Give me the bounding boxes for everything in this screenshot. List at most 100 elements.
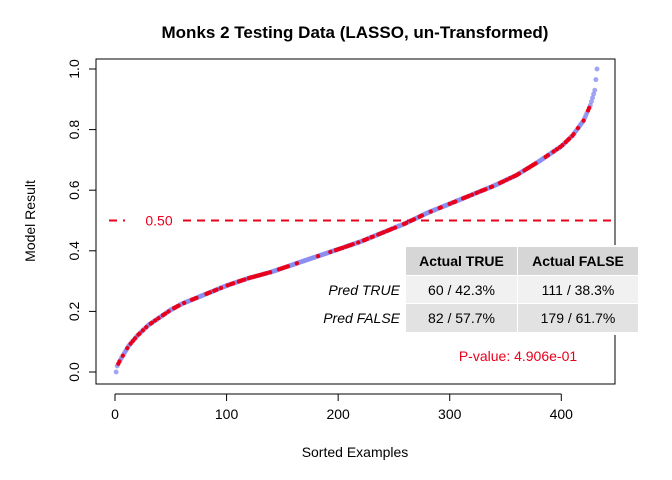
point-actual-true — [571, 131, 576, 137]
point-actual-true — [392, 225, 398, 230]
confusion-table: Actual TRUE Actual FALSE Pred TRUE 60 / 42.… — [323, 245, 639, 335]
point-actual-true — [176, 303, 181, 308]
threshold-label: 0.50 — [145, 213, 172, 229]
point-actual-true — [545, 153, 551, 158]
point-actual-true — [507, 176, 513, 181]
point-actual-true — [419, 213, 425, 218]
point-actual-true — [581, 118, 586, 123]
y-tick-label: 0.2 — [66, 301, 82, 321]
point-actual-true — [350, 242, 355, 247]
point-actual-true — [152, 318, 158, 323]
point-actual-true — [475, 190, 480, 195]
point-actual-true — [285, 264, 291, 269]
point-actual-true — [364, 236, 370, 242]
point-actual-true — [551, 149, 556, 154]
table-cell: 60 / 42.3% — [428, 282, 495, 298]
y-tick-label: 0.0 — [66, 362, 82, 382]
threshold-line: 0.50 — [109, 213, 614, 229]
y-tick-label: 0.4 — [66, 241, 82, 261]
x-tick-label: 200 — [326, 406, 350, 422]
point-actual-true — [181, 300, 187, 306]
point-actual-true — [504, 177, 509, 183]
point-actual-true — [389, 226, 394, 232]
point-actual-false — [113, 369, 119, 375]
point-actual-true — [381, 229, 387, 235]
table-cell-bg — [518, 304, 638, 332]
point-actual-true — [370, 234, 375, 239]
point-actual-true — [575, 125, 581, 131]
y-tick-label: 0.8 — [66, 120, 82, 140]
table-cell: 111 / 38.3% — [542, 282, 615, 298]
point-actual-false — [594, 66, 600, 72]
x-tick-label: 400 — [550, 406, 574, 422]
point-actual-true — [466, 193, 471, 199]
point-actual-true — [447, 201, 452, 207]
table-cell-bg — [406, 276, 517, 303]
data-points — [113, 66, 600, 375]
point-actual-true — [117, 359, 122, 364]
point-actual-true — [156, 316, 161, 321]
point-actual-true — [469, 192, 475, 197]
table-cell: 179 / 61.7% — [541, 310, 616, 326]
point-actual-true — [356, 240, 361, 245]
point-actual-true — [586, 105, 592, 111]
point-actual-true — [489, 184, 495, 189]
y-tick-label: 0.6 — [66, 180, 82, 200]
x-tick-label: 300 — [438, 406, 462, 422]
table-row-label: Pred TRUE — [328, 282, 400, 298]
y-tick-label: 1.0 — [66, 59, 82, 79]
point-actual-true — [194, 295, 199, 301]
point-actual-true — [560, 143, 565, 148]
table-row-label: Pred FALSE — [323, 310, 400, 326]
point-actual-true — [516, 171, 522, 176]
x-axis-label: Sorted Examples — [302, 444, 409, 460]
chart-title: Monks 2 Testing Data (LASSO, un-Transfor… — [162, 23, 549, 42]
point-actual-true — [328, 249, 333, 255]
table-header-label: Actual TRUE — [419, 253, 504, 269]
point-actual-false — [593, 77, 599, 83]
point-actual-true — [438, 205, 443, 210]
point-actual-true — [214, 287, 219, 292]
point-actual-true — [166, 309, 171, 314]
point-actual-true — [404, 220, 409, 226]
point-actual-true — [144, 324, 149, 330]
point-actual-true — [264, 271, 269, 276]
point-actual-true — [267, 270, 273, 275]
point-actual-true — [566, 136, 572, 142]
point-actual-true — [125, 345, 130, 351]
x-tick-label: 100 — [215, 406, 239, 422]
point-actual-false — [592, 87, 598, 93]
point-actual-true — [225, 283, 230, 288]
table-cell-bg — [518, 276, 638, 303]
point-actual-true — [294, 261, 300, 266]
point-actual-true — [533, 161, 538, 166]
point-actual-true — [428, 209, 433, 214]
point-actual-true — [501, 179, 506, 184]
point-actual-true — [149, 320, 155, 325]
y-axis: 0.0 0.2 0.4 0.6 0.8 1.0 — [66, 59, 97, 382]
table-header-cell — [518, 247, 638, 275]
point-actual-true — [140, 328, 146, 333]
point-actual-true — [453, 199, 458, 204]
point-actual-true — [340, 245, 345, 250]
point-actual-true — [231, 281, 236, 286]
table-cell-bg — [406, 304, 517, 332]
point-actual-true — [554, 147, 560, 152]
point-actual-true — [163, 311, 168, 316]
x-axis: 0 100 200 300 400 — [111, 393, 574, 422]
point-actual-true — [483, 187, 488, 192]
y-axis-label: Model Result — [22, 180, 38, 262]
point-actual-true — [207, 290, 213, 295]
x-tick-label: 0 — [111, 406, 119, 422]
point-actual-true — [137, 331, 142, 336]
point-actual-true — [132, 336, 138, 341]
table-header-label: Actual FALSE — [532, 253, 624, 269]
point-actual-true — [315, 253, 321, 259]
point-actual-true — [242, 277, 247, 282]
table-header-cell — [406, 247, 517, 275]
point-actual-true — [120, 353, 126, 358]
p-value-label: P-value: 4.906e-01 — [459, 348, 578, 364]
point-actual-true — [218, 285, 224, 291]
table-cell: 82 / 57.7% — [428, 310, 495, 326]
